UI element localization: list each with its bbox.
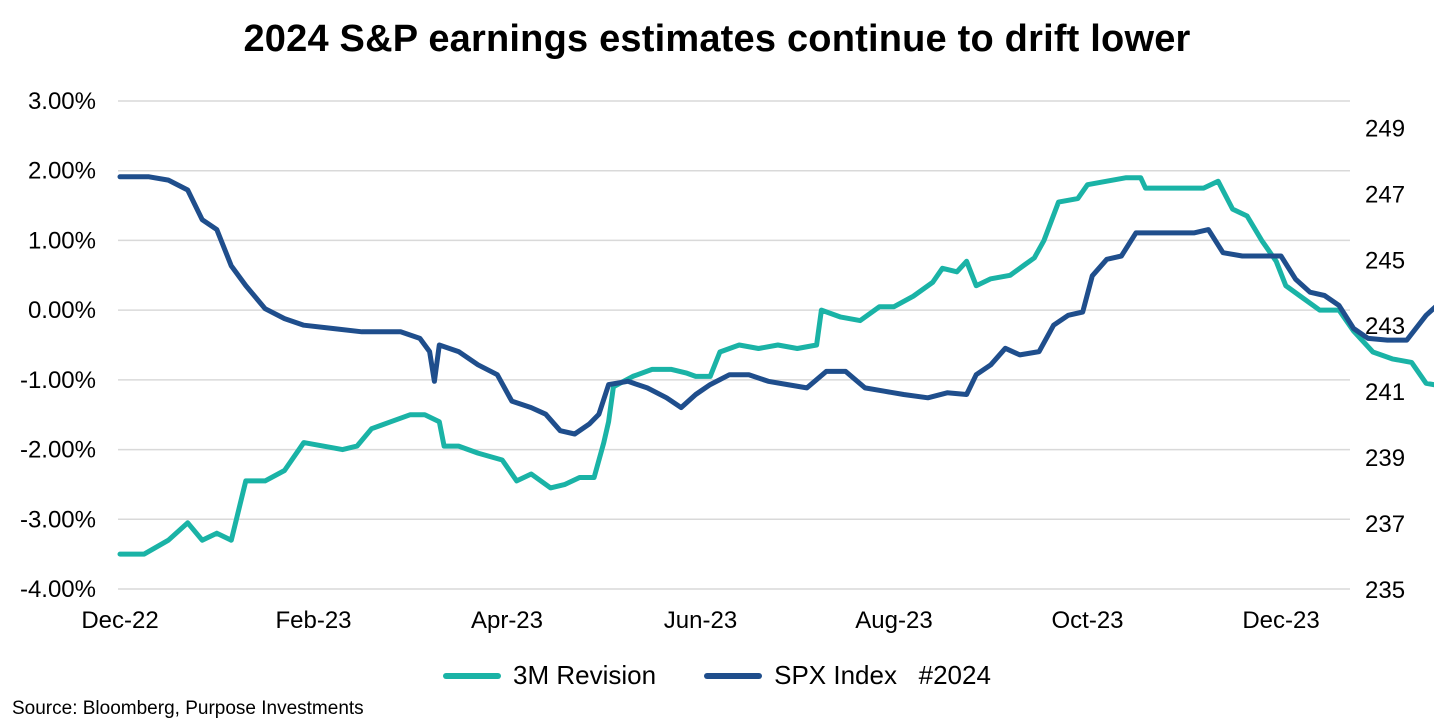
- x-axis-tick-label: Jun-23: [664, 607, 737, 634]
- series-line-3m-revision: [117, 175, 1434, 557]
- chart-title: 2024 S&P earnings estimates continue to …: [243, 18, 1191, 60]
- left-axis-tick-label: 2.00%: [28, 158, 96, 185]
- left-axis-tick-label: -3.00%: [20, 506, 96, 533]
- right-axis-tick-label: 243: [1365, 313, 1405, 340]
- x-axis: Dec-22 Feb-23 Apr-23 Jun-23 Aug-23 Oct-23 Dec-…: [81, 607, 1319, 634]
- left-axis-tick-label: -1.00%: [20, 367, 96, 394]
- left-axis-tick-label: 1.00%: [28, 227, 96, 254]
- gridlines: [118, 100, 1350, 590]
- legend-item-spx-index: SPX Index #2024: [704, 660, 991, 691]
- right-axis-tick-label: 247: [1365, 181, 1405, 208]
- left-axis: 3.00% 2.00% 1.00% 0.00% -1.00% -2.00% -3.00% -4…: [20, 88, 96, 603]
- right-axis-tick-label: 245: [1365, 247, 1405, 274]
- right-axis-tick-label: 239: [1365, 445, 1405, 472]
- x-axis-tick-label: Apr-23: [471, 607, 543, 634]
- chart-canvas: 3.00% 2.00% 1.00% 0.00% -1.00% -2.00% -3.00% -4…: [20, 88, 1434, 634]
- series-line-spx-index: [117, 174, 1434, 437]
- right-axis: 249 247 245 243 241 239 237 235: [1365, 115, 1405, 604]
- x-axis-tick-label: Dec-22: [81, 607, 158, 634]
- right-axis-tick-label: 235: [1365, 577, 1405, 604]
- left-axis-tick-label: -4.00%: [20, 576, 96, 603]
- right-axis-tick-label: 249: [1365, 115, 1405, 142]
- legend-swatch-3m-revision: [443, 672, 502, 679]
- legend-item-3m-revision: 3M Revision: [443, 660, 656, 691]
- x-axis-tick-label: Aug-23: [855, 607, 932, 634]
- x-axis-tick-label: Dec-23: [1242, 607, 1319, 634]
- legend-swatch-spx-index: [704, 672, 763, 679]
- right-axis-tick-label: 237: [1365, 511, 1405, 538]
- legend-label-spx-index: SPX Index #2024: [774, 660, 991, 690]
- right-axis-tick-label: 241: [1365, 379, 1405, 406]
- x-axis-tick-label: Feb-23: [275, 607, 351, 634]
- legend-label-3m-revision: 3M Revision: [513, 660, 657, 690]
- left-axis-tick-label: 0.00%: [28, 297, 96, 324]
- series-lines: [117, 174, 1434, 557]
- legend: 3M Revision SPX Index #2024: [0, 660, 1434, 691]
- left-axis-tick-label: -2.00%: [20, 437, 96, 464]
- left-axis-tick-label: 3.00%: [28, 88, 96, 115]
- x-axis-tick-label: Oct-23: [1051, 607, 1123, 634]
- source-note: Source: Bloomberg, Purpose Investments: [12, 698, 364, 719]
